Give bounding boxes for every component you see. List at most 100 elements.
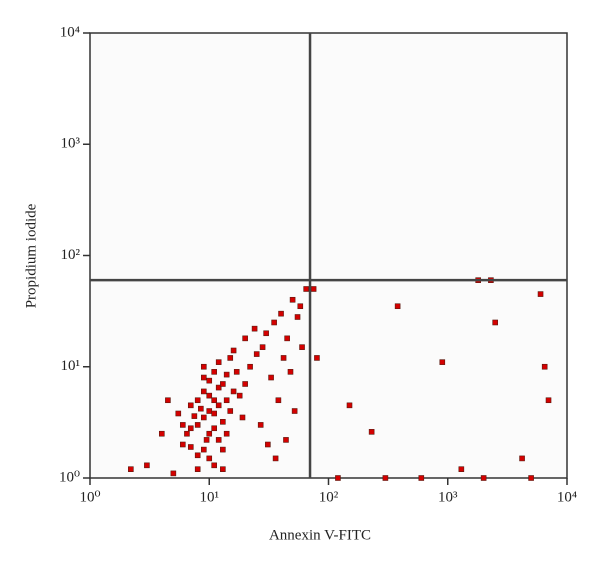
x-tick-label: 10³ [438,489,458,505]
point [335,475,341,481]
x-tick-label: 10⁰ [79,489,100,505]
point [439,359,446,365]
point [230,347,237,354]
point [299,344,305,350]
point [220,381,226,387]
x-axis-label: Annexin V-FITC [269,527,371,543]
point [284,335,290,342]
point [283,437,289,443]
point [265,441,271,448]
point [200,363,207,370]
point [294,314,301,320]
y-tick-label: 10⁴ [60,24,80,40]
point [242,335,248,342]
y-tick-label: 10³ [61,136,81,152]
point [280,355,287,361]
point [289,296,296,303]
point [215,402,222,409]
point [206,408,213,414]
point [291,408,298,414]
point [251,325,258,332]
point [297,303,304,310]
point [187,402,194,409]
point [211,425,217,432]
point [287,369,294,375]
point [268,374,274,381]
point [223,371,230,378]
point [271,319,277,326]
point [211,397,217,404]
point [206,392,213,399]
point [418,475,425,481]
point [310,286,317,292]
point [175,410,182,417]
point [368,429,375,435]
point [223,430,230,437]
point [541,363,548,370]
point [211,462,217,469]
point [144,462,150,469]
point [179,441,186,448]
x-tick-label: 10⁴ [557,489,577,505]
point [187,444,194,450]
y-tick-label: 10⁰ [59,469,80,485]
point [545,397,552,404]
point [242,381,248,387]
point [200,414,207,421]
point [165,397,171,404]
point [184,430,190,437]
point [537,291,544,297]
point [257,422,264,428]
point [314,355,320,361]
point [194,422,201,428]
point [206,455,213,462]
point [382,475,389,481]
point [227,408,234,414]
point [278,310,284,317]
x-tick-label: 10¹ [200,489,220,505]
point [187,425,194,432]
point [272,455,279,462]
point [179,422,186,428]
point [253,351,260,357]
point [492,319,499,326]
point [303,286,309,292]
point [233,369,240,375]
point [346,402,353,409]
point [211,410,217,417]
point [191,413,198,419]
point [394,303,401,310]
point [128,466,134,472]
point [227,355,234,361]
point [519,455,525,462]
plot-frame [89,32,568,479]
point [211,369,217,375]
point [528,475,534,481]
point [215,384,222,391]
point [458,466,465,472]
point [203,437,210,443]
point [223,397,230,404]
point [206,430,213,437]
point [194,397,201,404]
x-tick-label: 10² [319,489,339,505]
point [220,446,226,453]
point [220,466,226,472]
point [236,392,243,399]
point [480,475,487,481]
y-tick-label: 10¹ [61,358,81,374]
point [215,437,222,443]
point [259,344,266,350]
point [206,377,213,384]
point [194,466,201,472]
point [230,388,237,395]
point [263,330,269,337]
point [158,430,165,437]
point [275,397,282,404]
point [220,419,226,425]
point [200,446,207,453]
point [200,374,207,381]
point [198,405,204,412]
point [200,388,207,395]
